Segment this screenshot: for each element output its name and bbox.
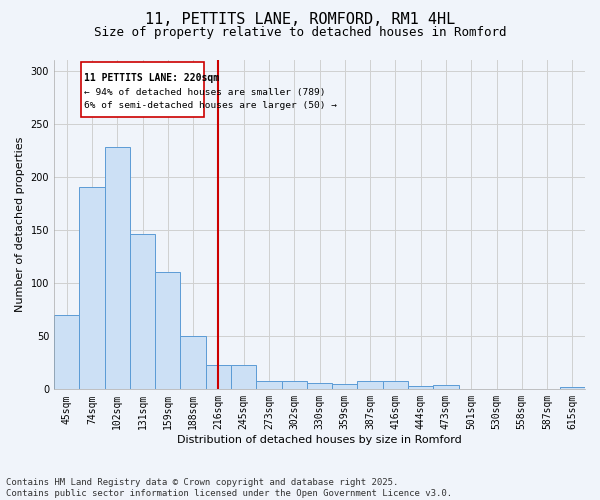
Bar — [358, 381, 383, 390]
Bar — [80, 62, 205, 118]
Bar — [155, 272, 181, 390]
Text: ← 94% of detached houses are smaller (789): ← 94% of detached houses are smaller (78… — [85, 88, 326, 96]
Bar — [281, 381, 307, 390]
Bar — [408, 386, 433, 390]
Text: 11 PETTITS LANE: 220sqm: 11 PETTITS LANE: 220sqm — [85, 72, 220, 83]
Bar — [104, 147, 130, 390]
Y-axis label: Number of detached properties: Number of detached properties — [15, 137, 25, 312]
Bar — [206, 365, 231, 390]
Text: 11, PETTITS LANE, ROMFORD, RM1 4HL: 11, PETTITS LANE, ROMFORD, RM1 4HL — [145, 12, 455, 28]
Bar — [54, 315, 79, 390]
Bar — [256, 381, 281, 390]
Text: 6% of semi-detached houses are larger (50) →: 6% of semi-detached houses are larger (5… — [85, 102, 337, 110]
Text: Size of property relative to detached houses in Romford: Size of property relative to detached ho… — [94, 26, 506, 39]
Bar — [332, 384, 358, 390]
Bar — [383, 381, 408, 390]
Bar — [79, 188, 104, 390]
Bar — [307, 383, 332, 390]
Bar — [560, 387, 585, 390]
Bar — [181, 336, 206, 390]
Bar — [130, 234, 155, 390]
X-axis label: Distribution of detached houses by size in Romford: Distribution of detached houses by size … — [177, 435, 462, 445]
Bar — [231, 365, 256, 390]
Bar — [433, 385, 458, 390]
Text: Contains HM Land Registry data © Crown copyright and database right 2025.
Contai: Contains HM Land Registry data © Crown c… — [6, 478, 452, 498]
